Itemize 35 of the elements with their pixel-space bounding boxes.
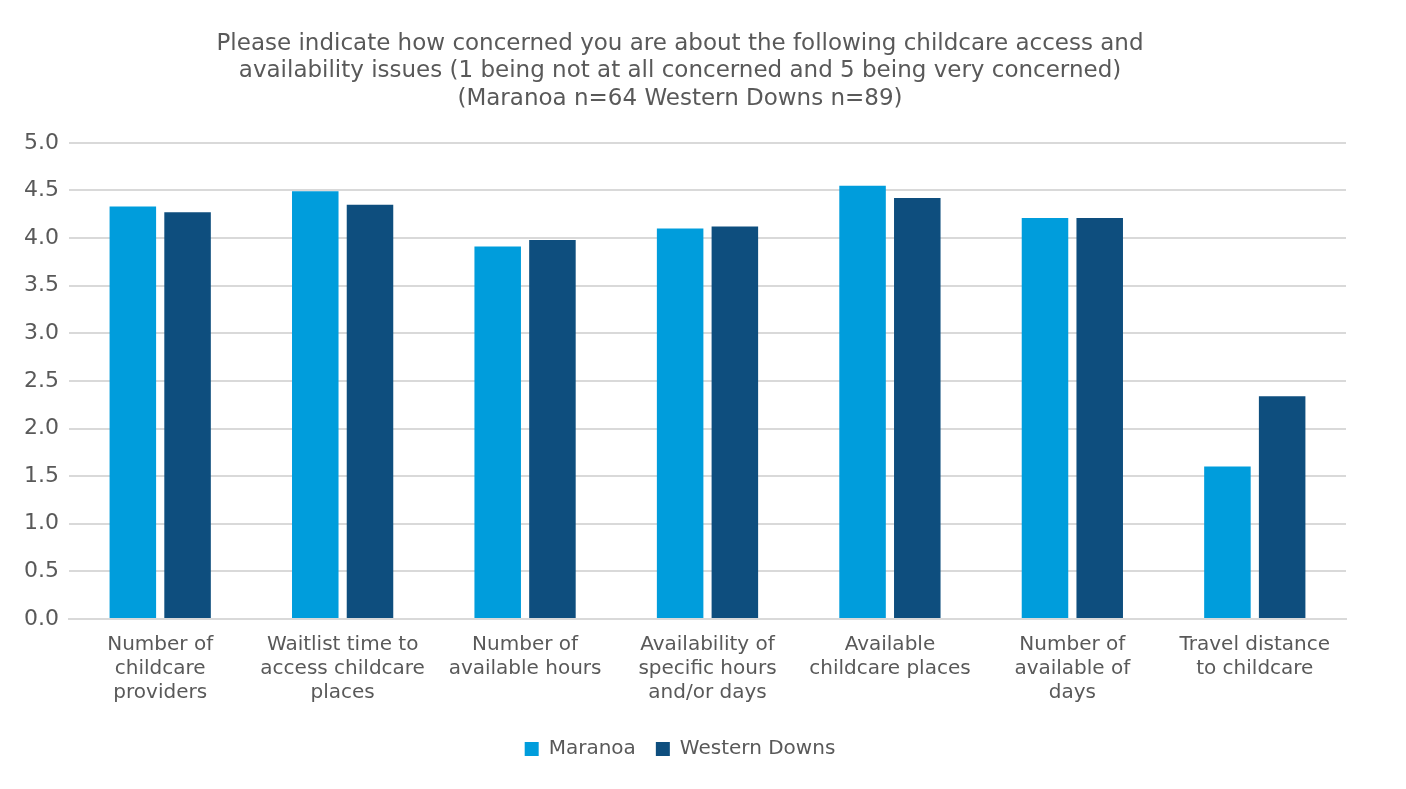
legend-label: Western Downs [679, 735, 836, 760]
bar [894, 198, 941, 618]
y-tick-label: 0.0 [23, 604, 59, 630]
x-tick-label: Number of available of days [1014, 631, 1132, 704]
y-tick-label: 1.0 [23, 509, 59, 535]
y-tick-label: 3.5 [23, 271, 59, 297]
bar [656, 228, 704, 618]
bar [1258, 396, 1306, 618]
bar [711, 226, 759, 618]
bar [1204, 466, 1251, 618]
chart-title: Please indicate how concerned you are about the following childcare access and availability issues (1 being not at all concerned and 5 being very concerned) (Maranoa n=64 Western Downs n=89) [216, 28, 1144, 110]
bar [109, 206, 157, 618]
y-tick-label: 2.0 [23, 414, 59, 440]
y-tick-label: 4.5 [23, 176, 59, 202]
bar [529, 239, 576, 618]
bar [1076, 218, 1123, 618]
bar [164, 212, 211, 618]
bar [346, 204, 394, 618]
y-tick-label: 5.0 [23, 128, 59, 154]
legend-label: Maranoa [548, 735, 636, 760]
x-tick-label: Number of available hours [448, 631, 602, 680]
x-tick-label: Availability of specific hours and/or days [638, 631, 777, 704]
bar [839, 185, 886, 618]
y-tick-label: 3.0 [23, 319, 59, 344]
y-tick-label: 2.5 [23, 366, 59, 392]
y-tick-label: 4.0 [23, 223, 59, 249]
x-tick-label: Number of childcare providers [107, 631, 215, 704]
bar [474, 246, 521, 618]
y-tick-label: 0.5 [23, 557, 59, 583]
x-tick-label: Travel distance to childcare [1178, 631, 1331, 680]
x-tick-label: Available childcare places [809, 631, 971, 680]
bar [292, 191, 339, 618]
bar [1021, 218, 1069, 618]
y-tick-label: 1.5 [23, 461, 59, 487]
x-tick-label: Waitlist time to access childcare places [260, 631, 425, 704]
